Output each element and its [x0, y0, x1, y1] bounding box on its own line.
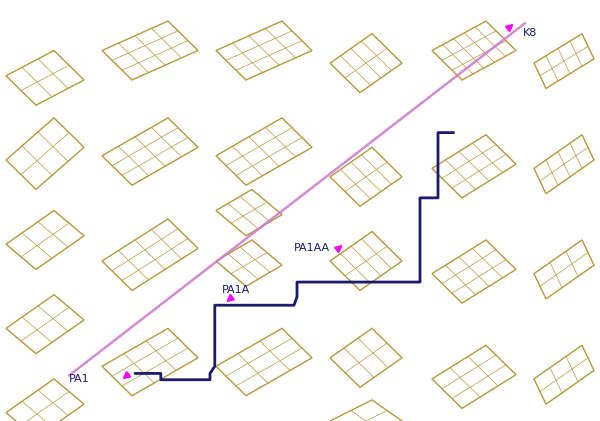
Text: PA1: PA1: [69, 374, 89, 384]
Text: PA1AA: PA1AA: [294, 243, 330, 253]
Text: PA1A: PA1A: [222, 285, 250, 295]
Text: K8: K8: [523, 28, 538, 38]
